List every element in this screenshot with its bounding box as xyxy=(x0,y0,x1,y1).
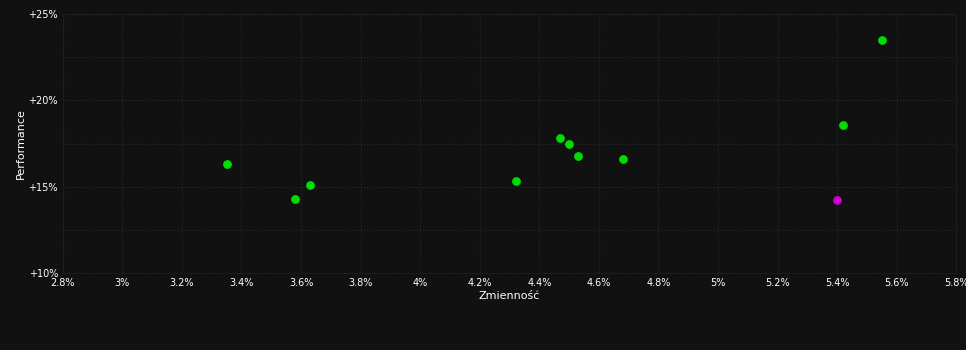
Point xyxy=(570,153,585,159)
Point xyxy=(836,122,851,127)
Point xyxy=(561,141,577,146)
Point xyxy=(874,37,890,43)
Point xyxy=(302,182,318,188)
Point xyxy=(615,156,631,162)
Point xyxy=(219,161,235,167)
Point xyxy=(508,179,524,184)
Point xyxy=(553,135,568,141)
Y-axis label: Performance: Performance xyxy=(15,108,25,179)
X-axis label: Zmienność: Zmienność xyxy=(479,290,540,301)
Point xyxy=(830,198,845,203)
Point xyxy=(287,196,302,202)
